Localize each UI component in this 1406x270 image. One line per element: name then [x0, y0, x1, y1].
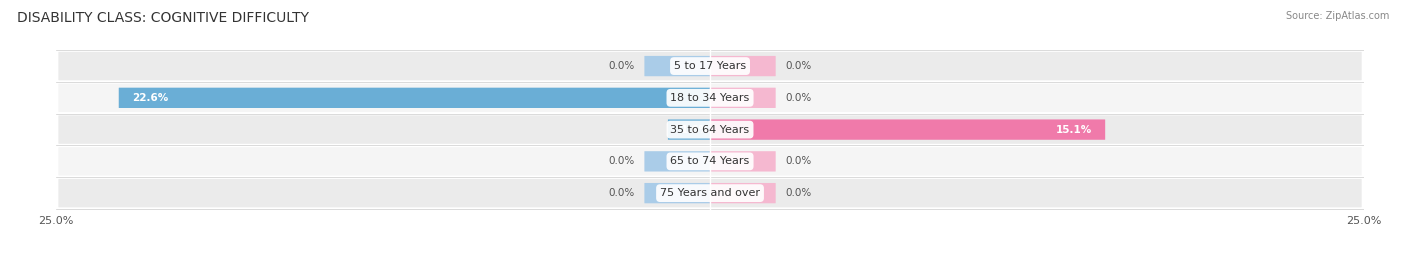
- Text: 18 to 34 Years: 18 to 34 Years: [671, 93, 749, 103]
- Text: 0.0%: 0.0%: [607, 156, 634, 166]
- FancyBboxPatch shape: [59, 52, 1361, 80]
- Text: 0.0%: 0.0%: [607, 188, 634, 198]
- FancyBboxPatch shape: [59, 115, 1361, 144]
- FancyBboxPatch shape: [644, 56, 710, 76]
- Text: Source: ZipAtlas.com: Source: ZipAtlas.com: [1285, 11, 1389, 21]
- FancyBboxPatch shape: [59, 147, 1361, 176]
- Text: 0.0%: 0.0%: [786, 61, 813, 71]
- FancyBboxPatch shape: [668, 119, 710, 140]
- Text: 75 Years and over: 75 Years and over: [659, 188, 761, 198]
- FancyBboxPatch shape: [59, 179, 1361, 207]
- Text: 22.6%: 22.6%: [132, 93, 169, 103]
- Text: 0.0%: 0.0%: [786, 156, 813, 166]
- FancyBboxPatch shape: [644, 151, 710, 171]
- FancyBboxPatch shape: [710, 88, 776, 108]
- FancyBboxPatch shape: [118, 88, 710, 108]
- FancyBboxPatch shape: [59, 84, 1361, 112]
- Text: 0.0%: 0.0%: [786, 188, 813, 198]
- Text: 0.0%: 0.0%: [607, 61, 634, 71]
- FancyBboxPatch shape: [644, 183, 710, 203]
- Text: DISABILITY CLASS: COGNITIVE DIFFICULTY: DISABILITY CLASS: COGNITIVE DIFFICULTY: [17, 11, 309, 25]
- Text: 65 to 74 Years: 65 to 74 Years: [671, 156, 749, 166]
- Text: 1.6%: 1.6%: [682, 124, 710, 135]
- FancyBboxPatch shape: [710, 56, 776, 76]
- Text: 0.0%: 0.0%: [786, 93, 813, 103]
- FancyBboxPatch shape: [710, 151, 776, 171]
- Text: 15.1%: 15.1%: [1056, 124, 1092, 135]
- FancyBboxPatch shape: [710, 183, 776, 203]
- Text: 5 to 17 Years: 5 to 17 Years: [673, 61, 747, 71]
- FancyBboxPatch shape: [710, 119, 1105, 140]
- Text: 35 to 64 Years: 35 to 64 Years: [671, 124, 749, 135]
